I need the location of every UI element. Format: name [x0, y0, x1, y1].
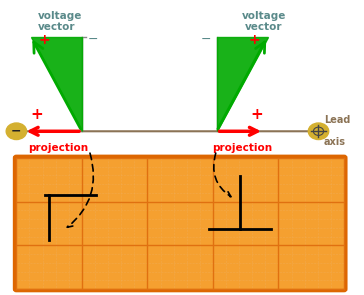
Text: projection: projection	[28, 143, 88, 153]
Text: voltage
vector: voltage vector	[38, 11, 83, 32]
Text: +: +	[249, 33, 260, 47]
Text: +: +	[38, 33, 50, 47]
Text: −: −	[87, 33, 98, 46]
Polygon shape	[31, 37, 82, 131]
FancyArrowPatch shape	[214, 153, 231, 197]
Polygon shape	[217, 37, 268, 131]
Circle shape	[308, 123, 329, 140]
Circle shape	[6, 123, 27, 140]
Text: +: +	[30, 107, 43, 122]
Text: projection: projection	[212, 143, 272, 153]
Text: −: −	[11, 125, 21, 138]
Text: +: +	[250, 107, 263, 122]
Text: axis: axis	[324, 137, 346, 147]
Text: Lead: Lead	[324, 115, 350, 125]
Text: −: −	[201, 33, 211, 46]
FancyArrowPatch shape	[67, 153, 94, 227]
FancyBboxPatch shape	[15, 156, 346, 291]
Text: voltage
vector: voltage vector	[242, 11, 286, 32]
